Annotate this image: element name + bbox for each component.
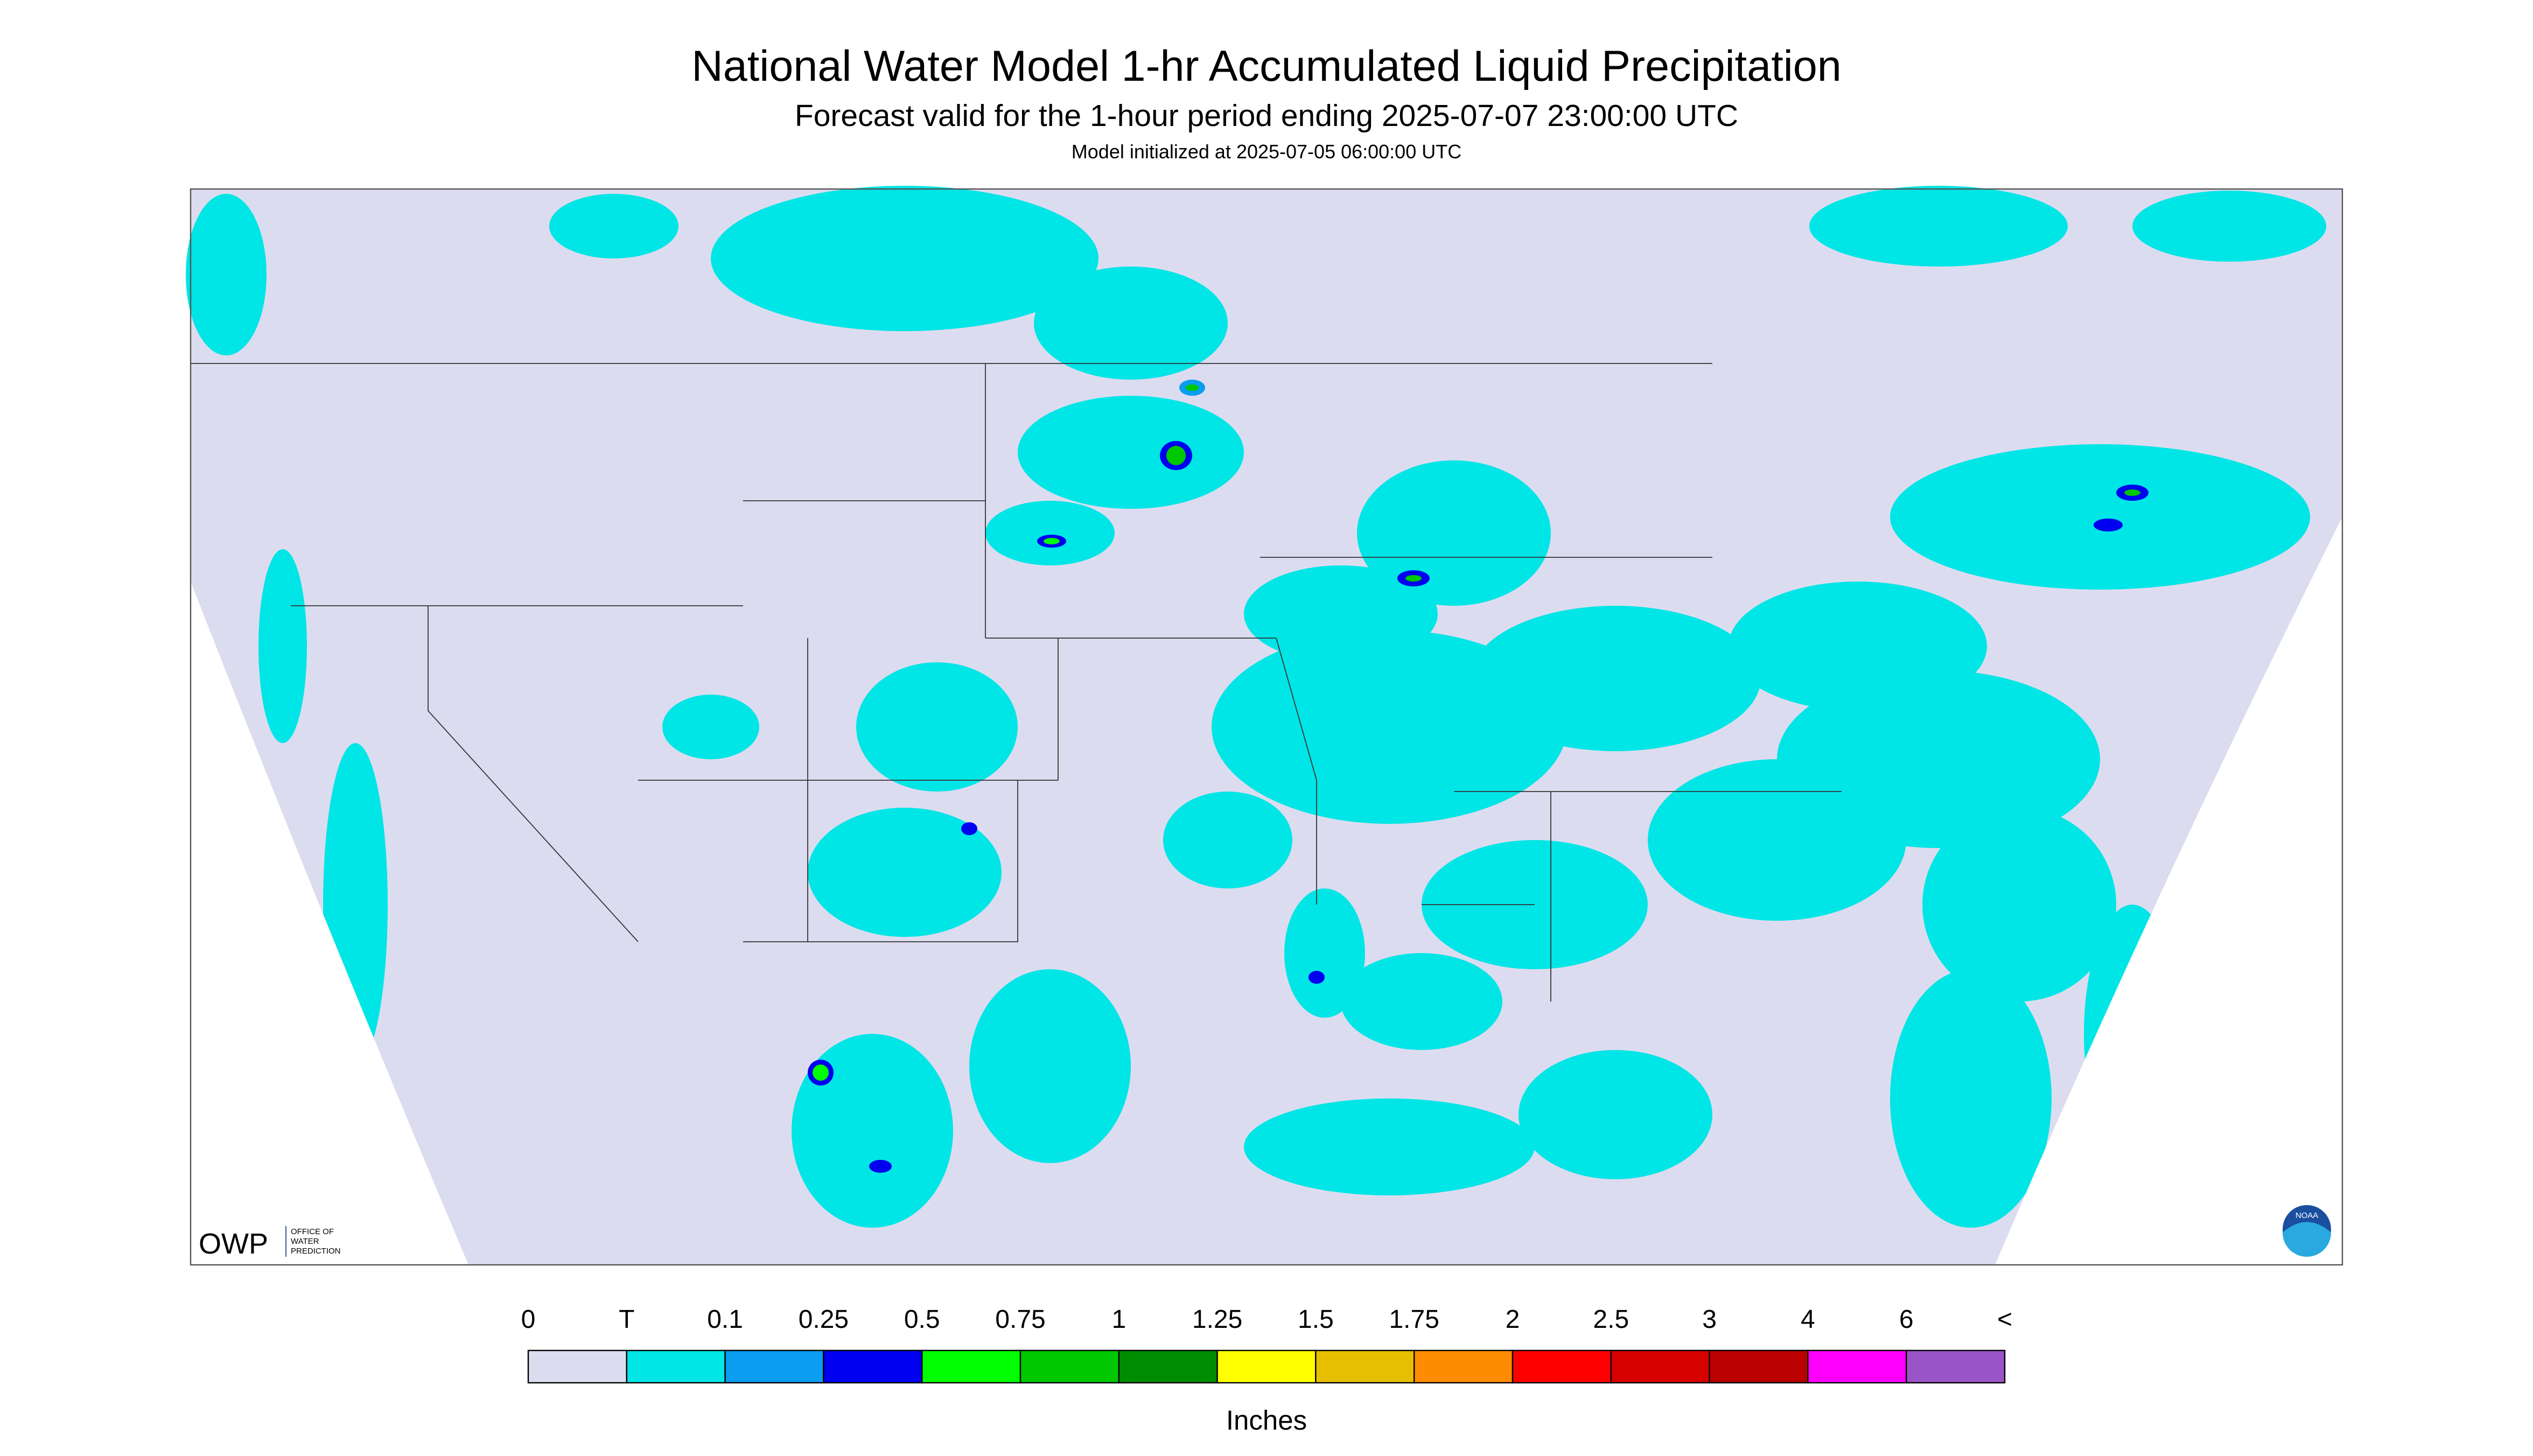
legend-label: 1.25	[1192, 1305, 1242, 1334]
precip-areas	[186, 186, 2326, 1228]
init-note: Model initialized at 2025-07-05 06:00:00…	[1072, 141, 1461, 163]
legend-swatch	[1216, 1349, 1317, 1384]
map: OWP OFFICE OF WATER PREDICTION NOAA	[186, 186, 2343, 1266]
legend-swatch	[921, 1349, 1021, 1384]
noaa-logo-wave	[2283, 1222, 2331, 1257]
noaa-text: NOAA	[2296, 1211, 2319, 1220]
legend-label: 2	[1506, 1305, 1520, 1334]
legend: 0 T 0.1 0.25 0.5 0.75 1 1.25 1.5 1.75 2 2.5 3 4 6 <	[521, 1305, 2012, 1384]
legend-swatch	[527, 1349, 628, 1384]
legend-swatch	[626, 1349, 726, 1384]
owp-text: OFFICE OF	[291, 1227, 334, 1236]
owp-text: WATER	[291, 1237, 319, 1246]
legend-label: 1	[1111, 1305, 1126, 1334]
legend-label: 4	[1801, 1305, 1815, 1334]
legend-swatch	[1414, 1349, 1514, 1384]
legend-swatch	[1118, 1349, 1218, 1384]
title: National Water Model 1-hr Accumulated Li…	[691, 42, 1842, 90]
legend-label: 1.5	[1298, 1305, 1334, 1334]
legend-label: 3	[1702, 1305, 1717, 1334]
legend-swatch	[1709, 1349, 1809, 1384]
boundaries	[191, 363, 1842, 1002]
legend-label: 0.75	[995, 1305, 1045, 1334]
legend-swatch	[1905, 1349, 2006, 1384]
legend-label: 0.1	[707, 1305, 743, 1334]
legend-label: 1.75	[1389, 1305, 1439, 1334]
legend-swatch	[1610, 1349, 1710, 1384]
legend-swatch	[1315, 1349, 1415, 1384]
outside-domain	[191, 582, 468, 1265]
legend-unit: Inches	[1226, 1405, 1307, 1436]
legend-swatch	[1019, 1349, 1120, 1384]
legend-label: <	[1997, 1305, 2012, 1334]
legend-swatch	[823, 1349, 923, 1384]
subtitle: Forecast valid for the 1-hour period end…	[795, 99, 1738, 133]
outside-domain	[1995, 517, 2342, 1265]
legend-label: 0.25	[799, 1305, 849, 1334]
legend-swatch	[1807, 1349, 1907, 1384]
legend-label: 6	[1899, 1305, 1914, 1334]
map-frame	[190, 188, 2343, 1266]
owp-logo: OWP	[199, 1228, 268, 1260]
legend-label: T	[619, 1305, 634, 1334]
owp-text: PREDICTION	[291, 1247, 341, 1256]
legend-swatch	[724, 1349, 824, 1384]
legend-label: 0	[521, 1305, 536, 1334]
legend-label: 0.5	[904, 1305, 940, 1334]
legend-label: 2.5	[1593, 1305, 1629, 1334]
legend-swatch	[1512, 1349, 1612, 1384]
